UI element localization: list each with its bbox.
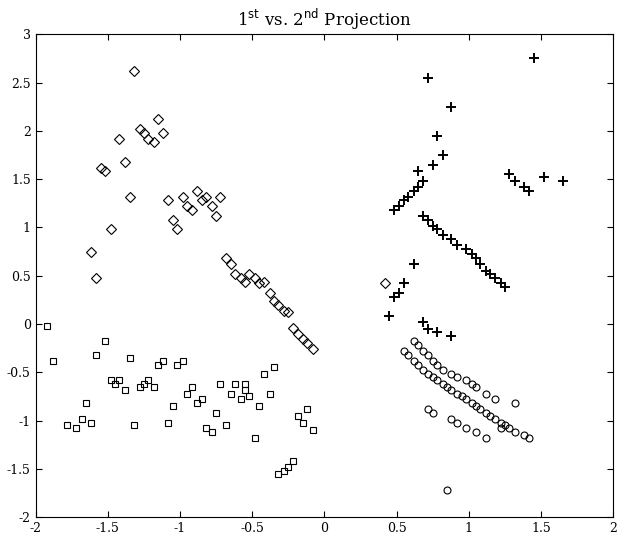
Title: 1$^{\rm st}$ vs. 2$^{\rm nd}$ Projection: 1$^{\rm st}$ vs. 2$^{\rm nd}$ Projection <box>237 7 412 32</box>
